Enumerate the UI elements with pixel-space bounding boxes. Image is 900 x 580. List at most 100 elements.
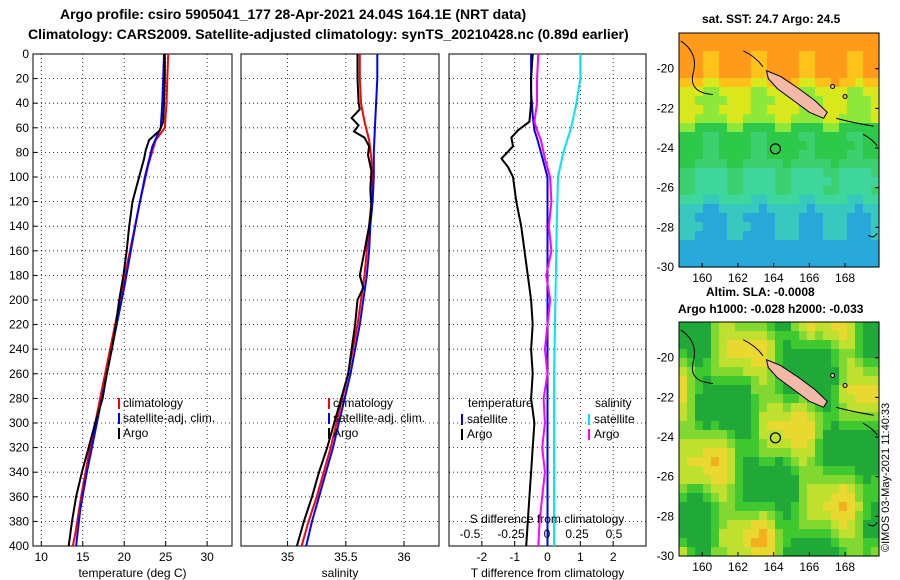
- sla-map-cell: [839, 439, 848, 449]
- temperature-xtick-label: 15: [76, 550, 90, 564]
- sst-map-cell: [799, 249, 808, 259]
- sla-map-cell: [759, 322, 768, 332]
- sst-map-cell: [759, 150, 768, 160]
- sst-map-cell: [743, 150, 752, 160]
- sla-map-cell: [831, 421, 840, 431]
- sst-map-cell: [759, 159, 768, 169]
- sst-map-cell: [775, 42, 784, 52]
- sst-map-cell: [727, 213, 736, 223]
- sst-map-cell: [823, 51, 832, 61]
- sla-map-cell: [839, 475, 848, 485]
- sst-map-cell: [799, 42, 808, 52]
- sst-map-cell: [711, 87, 720, 97]
- sla-map-cell: [807, 439, 816, 449]
- sst-map-cell: [775, 51, 784, 61]
- sst-map-cell: [703, 258, 712, 268]
- sla-map-cell: [839, 493, 848, 503]
- diff-salinity-legend-label: Argo: [594, 427, 620, 441]
- sla-map-cell: [767, 547, 776, 557]
- sst-map-cell: [791, 240, 800, 250]
- sst-map-cell: [727, 249, 736, 259]
- sla-map-cell: [863, 502, 872, 512]
- sla-map-cell: [751, 502, 760, 512]
- sla-map-cell: [863, 331, 872, 341]
- sst-map-cell: [775, 258, 784, 268]
- sla-map-cell: [735, 430, 744, 440]
- sst-map-cell: [807, 51, 816, 61]
- sst-map-cell: [703, 249, 712, 259]
- sla-map-cell: [871, 448, 880, 458]
- sla-map-cell: [823, 322, 832, 332]
- sla-map-cell: [783, 340, 792, 350]
- sla-map-cell: [727, 394, 736, 404]
- sst-map-cell: [839, 159, 848, 169]
- sla-map-cell: [751, 547, 760, 557]
- sla-map-cell: [727, 439, 736, 449]
- sst-map-cell: [783, 258, 792, 268]
- sla-map-cell: [767, 493, 776, 503]
- sla-map-cell: [855, 367, 864, 377]
- sst-map-cell: [687, 231, 696, 241]
- sla-map-cell: [799, 322, 808, 332]
- sla-map-cell: [863, 511, 872, 521]
- sst-map-cell: [807, 132, 816, 142]
- argo-line: [67, 54, 166, 547]
- sst-map-cell: [679, 60, 688, 70]
- sla-map-cell: [695, 394, 704, 404]
- sla-map-cell: [815, 439, 824, 449]
- sst-map-cell: [735, 141, 744, 151]
- sla-map-cell: [783, 322, 792, 332]
- sst-map-cell: [679, 123, 688, 133]
- sla-map-cell: [847, 367, 856, 377]
- sst-map-cell: [847, 213, 856, 223]
- depth-tick-label: 400: [9, 539, 29, 553]
- sst-map-cell: [871, 51, 880, 61]
- sla-map-cell: [871, 475, 880, 485]
- sst-map-cell: [831, 240, 840, 250]
- sst-map-cell: [799, 159, 808, 169]
- sla-map-cell: [759, 439, 768, 449]
- sst-map-cell: [855, 249, 864, 259]
- sst-map-cell: [743, 231, 752, 241]
- sst-map-cell: [711, 159, 720, 169]
- sst-map-cell: [679, 141, 688, 151]
- sst-map-cell: [767, 195, 776, 205]
- sst-map-cell: [727, 33, 736, 43]
- sla-map-cell: [863, 484, 872, 494]
- sst-map-cell: [847, 96, 856, 106]
- sla-map-cell: [695, 484, 704, 494]
- sst-map-cell: [735, 69, 744, 79]
- sla-map-cell: [719, 340, 728, 350]
- difference-xtick-label: 0: [544, 550, 551, 564]
- sst-map-cell: [735, 168, 744, 178]
- sla-map-cell: [703, 358, 712, 368]
- sla-map-cell: [863, 322, 872, 332]
- depth-tick-label: 140: [9, 219, 29, 233]
- sla-map-cell: [719, 484, 728, 494]
- sla-map-cell: [751, 484, 760, 494]
- sst-map-cell: [847, 177, 856, 187]
- sla-map-cell: [783, 475, 792, 485]
- sst-map-cell: [719, 150, 728, 160]
- sla-map-cell: [735, 502, 744, 512]
- sla-map-cell: [727, 502, 736, 512]
- sla-map-cell: [767, 520, 776, 530]
- sla-map-cell: [847, 394, 856, 404]
- sst-map-cell: [703, 60, 712, 70]
- sst-map-cell: [735, 222, 744, 232]
- sst-map-cell: [687, 96, 696, 106]
- bathymetry-contour: [862, 133, 878, 147]
- sst-map-cell: [751, 168, 760, 178]
- sst-map-cell: [855, 141, 864, 151]
- sla-map-cell: [839, 322, 848, 332]
- sla-map-cell: [855, 538, 864, 548]
- sla-map-cell: [687, 466, 696, 476]
- sst-map-cell: [727, 105, 736, 115]
- sla-map-cell: [855, 475, 864, 485]
- sla-map-cell: [695, 340, 704, 350]
- sla-map-cell: [847, 439, 856, 449]
- sst-map-cell: [719, 69, 728, 79]
- sla-map-cell: [783, 511, 792, 521]
- sla-map-cell: [735, 529, 744, 539]
- sst-map-cell: [735, 78, 744, 88]
